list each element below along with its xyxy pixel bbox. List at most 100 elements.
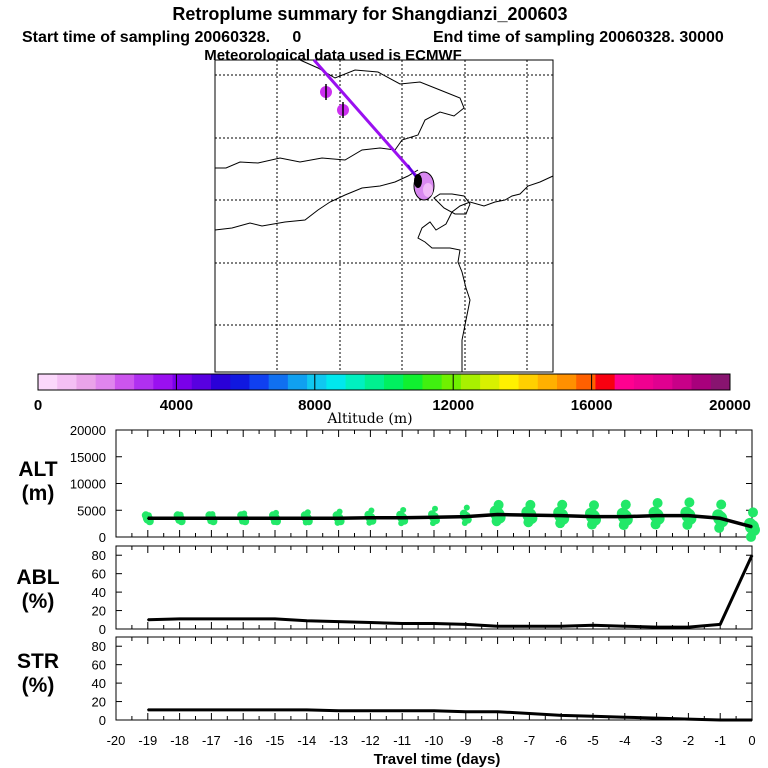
colorbar-label: Altitude (m) (326, 411, 412, 427)
colorbar-tick-label: 8000 (298, 397, 331, 414)
data-point (401, 622, 404, 625)
data-point (433, 622, 435, 625)
x-tick-label: -5 (587, 733, 599, 748)
alt-axis-label: ALT (18, 458, 57, 481)
colorbar-cell (249, 374, 270, 390)
particle-blob (302, 519, 309, 526)
colorbar-cell (672, 374, 693, 390)
particle-blob (587, 519, 597, 530)
data-point (210, 618, 213, 620)
y-tick-label: 5000 (77, 503, 106, 518)
colorbar-cell (480, 374, 500, 390)
colorbar-cell (460, 374, 481, 390)
str-axis-label: STR (17, 650, 59, 673)
particle-blob (273, 509, 279, 516)
data-point (751, 719, 753, 721)
x-tick-label: -17 (202, 733, 221, 748)
data-point (306, 619, 308, 622)
x-tick-label: -8 (492, 733, 504, 748)
data-point (751, 526, 753, 528)
data-point (687, 718, 690, 720)
colorbar-cell (422, 374, 443, 390)
colorbar-cell (287, 374, 308, 390)
particle-blob (620, 499, 631, 510)
x-tick-label: -19 (138, 733, 157, 748)
particle-blob (716, 499, 727, 510)
time-series-panels: 0 5000 10000 15000 20000 0 20 40 60 80 0 20 40 60 80… (70, 423, 760, 748)
data-point (210, 709, 213, 711)
particle-blob (304, 509, 311, 516)
data-point (465, 623, 467, 626)
x-tick-label: -4 (619, 733, 631, 748)
particle-blob (336, 508, 343, 515)
abl-panel: 0 20 40 60 80 (92, 545, 754, 637)
colorbar-cell (230, 374, 250, 390)
y-tick-label: 20 (92, 604, 106, 619)
sampling-end: End time of sampling 20060328. 30000 (433, 29, 724, 46)
x-tick-label: -13 (329, 733, 348, 748)
particle-blob (368, 507, 375, 514)
colorbar-cell (307, 374, 327, 390)
y-tick-label: 80 (92, 639, 106, 654)
data-point (655, 514, 658, 517)
colorbar-cell (441, 374, 462, 390)
colorbar-cell (384, 374, 404, 390)
alt-axis-unit: (m) (22, 482, 55, 505)
data-point (147, 517, 149, 520)
y-tick-label: 40 (92, 585, 106, 600)
particle-blob (241, 510, 248, 517)
data-point (560, 514, 562, 517)
x-tick-label: 0 (748, 733, 755, 748)
colorbar-cell (403, 374, 423, 390)
x-tick-label: -14 (297, 733, 316, 748)
y-tick-label: 0 (99, 713, 106, 728)
colorbar-cell (76, 374, 97, 390)
data-point (528, 625, 531, 628)
colorbar-cell (172, 374, 193, 390)
data-point (655, 717, 658, 719)
y-tick-label: 60 (92, 658, 106, 673)
x-tick-label: -18 (170, 733, 189, 748)
data-point (624, 515, 626, 518)
x-tick-label: -2 (683, 733, 695, 748)
y-tick-label: 10000 (70, 477, 106, 492)
particle-blob (525, 499, 536, 510)
data-point (401, 709, 404, 712)
data-point (687, 514, 690, 517)
particle-blob (366, 519, 373, 526)
data-point (242, 517, 244, 520)
data-point (147, 618, 149, 621)
plume-map (214, 59, 554, 373)
colorbar-cell (211, 374, 231, 390)
sampling-start: Start time of sampling 20060328. 0 (22, 29, 301, 46)
colorbar-cell (326, 374, 347, 390)
data-point (496, 710, 499, 713)
particle-blob (334, 519, 341, 526)
series-line (147, 512, 753, 529)
data-point (465, 515, 467, 518)
colorbar-cell (134, 374, 154, 390)
x-tick-label: -7 (524, 733, 536, 748)
panel-frame (115, 636, 753, 721)
particle-blob (557, 499, 568, 510)
colorbar-cell (710, 374, 731, 390)
data-point (528, 514, 531, 516)
chart-title: Retroplume summary for Shangdianzi_20060… (172, 4, 567, 24)
x-tick-label: -16 (234, 733, 253, 748)
data-point (496, 625, 499, 628)
colorbar-cell (557, 374, 577, 390)
x-tick-label: -11 (393, 733, 411, 748)
y-tick-label: 60 (92, 567, 106, 582)
x-tick-label: -3 (651, 733, 663, 748)
y-tick-label: 15000 (70, 450, 106, 465)
y-tick-label: 20 (92, 695, 106, 710)
data-point (369, 621, 372, 624)
particle-blob (746, 531, 756, 542)
colorbar-tick-label: 12000 (432, 397, 474, 414)
x-tick-label: -6 (555, 733, 567, 748)
particle-blob (461, 519, 468, 526)
data-point (719, 719, 721, 721)
particle-blob (618, 520, 629, 531)
data-point (719, 623, 721, 626)
map-borders (214, 59, 554, 372)
